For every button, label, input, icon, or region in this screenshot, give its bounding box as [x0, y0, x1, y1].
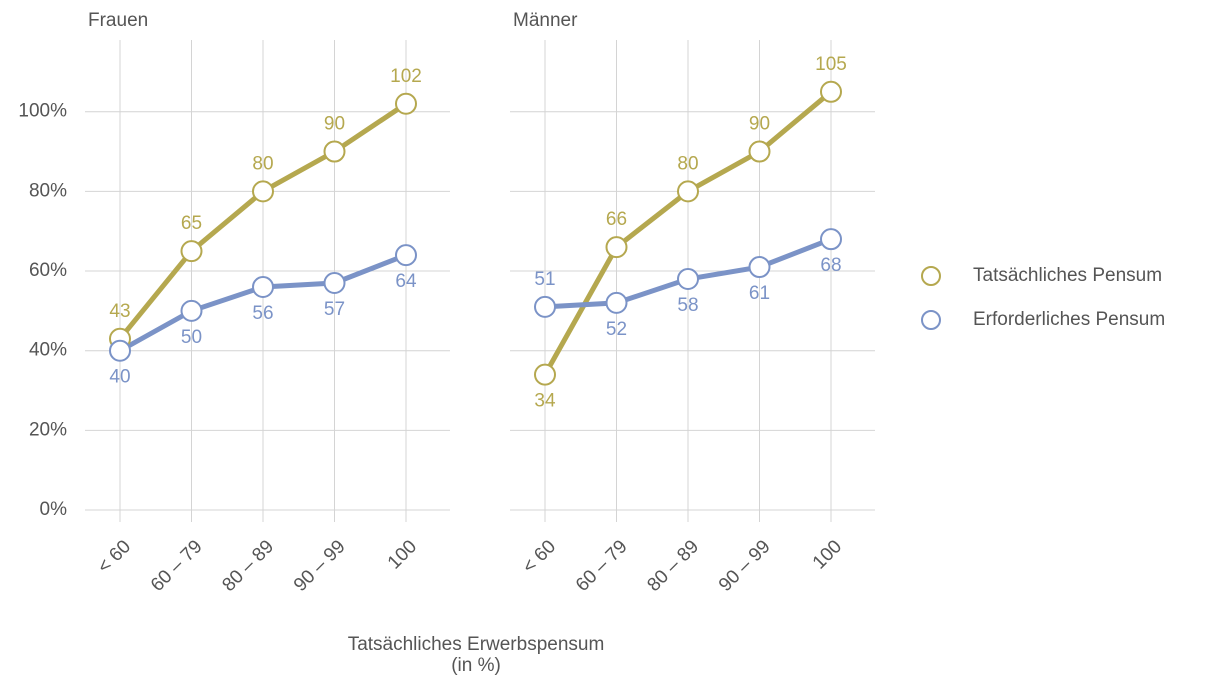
marker [252, 275, 274, 298]
data-label: 102 [390, 66, 422, 87]
data-label: 80 [677, 153, 698, 174]
data-label: 90 [324, 114, 345, 135]
marker [323, 140, 346, 163]
x-tick-label: 80 – 89 [643, 536, 703, 596]
data-label: 34 [534, 391, 556, 412]
legend-label: Tatsächliches Pensum [973, 265, 1162, 286]
marker [677, 180, 699, 203]
data-label: 50 [181, 327, 202, 348]
marker [748, 256, 771, 279]
data-label: 52 [606, 319, 627, 340]
y-tick-label: 40% [29, 340, 67, 361]
marker [820, 228, 842, 251]
marker [180, 299, 203, 322]
marker [180, 240, 203, 263]
marker [820, 80, 842, 103]
data-label: 61 [749, 283, 770, 304]
y-tick-label: 100% [18, 101, 67, 122]
x-axis-label: Tatsächliches Erwerbspensum [348, 634, 605, 655]
marker [748, 140, 771, 163]
data-label: 40 [109, 367, 130, 388]
y-tick-label: 80% [29, 180, 67, 201]
x-tick-label: 60 – 79 [572, 536, 632, 596]
marker [395, 92, 417, 115]
x-axis-label: (in %) [451, 655, 501, 676]
y-tick-label: 60% [29, 260, 67, 281]
legend-marker [921, 310, 941, 330]
legend-label: Erforderliches Pensum [973, 309, 1165, 330]
marker [534, 363, 556, 386]
marker [109, 339, 131, 362]
data-label: 57 [324, 299, 345, 320]
facet-title: Männer [513, 10, 578, 31]
data-label: 51 [534, 269, 555, 290]
data-label: 90 [749, 114, 770, 135]
marker [605, 291, 628, 314]
x-tick-label: 60 – 79 [147, 536, 207, 596]
data-label: 68 [820, 255, 841, 276]
data-label: 80 [252, 153, 273, 174]
data-label: 43 [109, 301, 130, 322]
marker [605, 236, 628, 259]
data-label: 56 [252, 303, 273, 324]
data-label: 64 [395, 271, 417, 292]
data-label: 66 [606, 209, 627, 230]
data-label: 65 [181, 213, 202, 234]
x-tick-label: < 60 [94, 536, 135, 577]
y-tick-label: 0% [40, 499, 68, 520]
x-tick-label: 90 – 99 [715, 536, 775, 596]
x-tick-label: 90 – 99 [290, 536, 350, 596]
marker [252, 180, 274, 203]
marker [395, 244, 417, 267]
marker [677, 268, 699, 291]
legend-marker [921, 266, 941, 286]
x-tick-label: < 60 [519, 536, 560, 577]
y-tick-label: 20% [29, 419, 67, 440]
x-tick-label: 100 [809, 536, 846, 573]
data-label: 58 [677, 295, 698, 316]
x-tick-label: 100 [384, 536, 421, 573]
marker [323, 271, 346, 294]
facet-title: Frauen [88, 10, 148, 31]
marker [534, 295, 556, 318]
data-label: 105 [815, 54, 847, 75]
x-tick-label: 80 – 89 [218, 536, 278, 596]
